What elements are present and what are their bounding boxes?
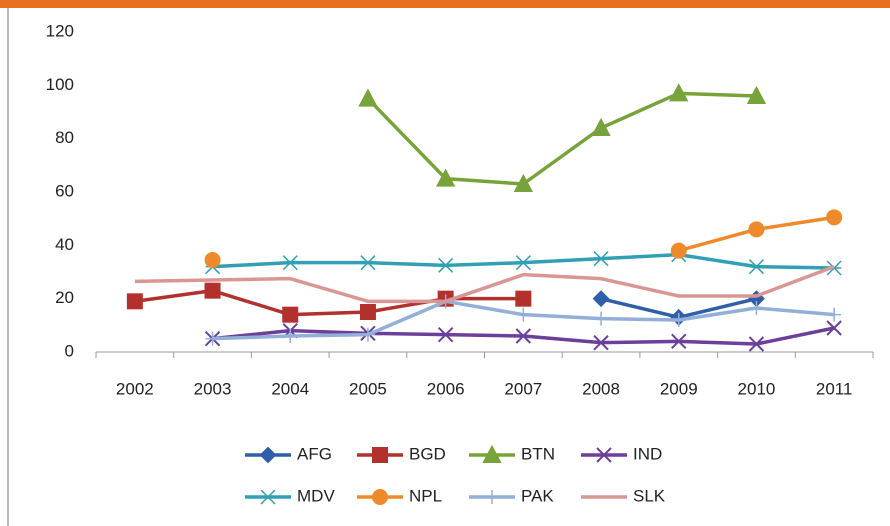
marker: [746, 85, 767, 104]
marker: [437, 326, 454, 343]
marker: [516, 307, 531, 322]
marker: [282, 255, 298, 271]
marker: [435, 168, 456, 187]
marker: [360, 255, 376, 271]
series-line: [134, 265, 835, 304]
top-bar: [0, 0, 890, 8]
legend-label: AFG: [297, 444, 332, 463]
marker: [482, 444, 502, 463]
y-tick-label: 40: [55, 235, 74, 254]
legend-label: MDV: [297, 486, 335, 505]
marker: [259, 446, 277, 464]
marker: [596, 447, 612, 463]
marker: [205, 331, 220, 346]
marker: [748, 336, 765, 352]
marker: [372, 489, 388, 505]
marker: [513, 173, 534, 192]
x-tick-label: 2010: [738, 379, 776, 398]
legend-label: PAK: [521, 486, 554, 505]
marker: [826, 320, 842, 336]
y-tick-label: 100: [46, 75, 74, 94]
y-tick-label: 80: [55, 128, 74, 147]
marker: [283, 329, 298, 343]
x-tick-label: 2006: [427, 379, 465, 398]
x-tick-label: 2009: [660, 379, 698, 398]
y-tick-label: 0: [65, 341, 74, 360]
marker: [515, 328, 532, 344]
y-tick-label: 60: [55, 181, 74, 200]
marker: [358, 88, 378, 107]
x-tick-label: 2003: [194, 379, 232, 398]
legend-label: BGD: [409, 444, 446, 463]
marker: [593, 251, 609, 267]
marker: [748, 221, 765, 238]
marker: [204, 282, 221, 299]
x-tick-label: 2008: [582, 379, 620, 398]
marker: [485, 490, 499, 504]
marker: [591, 117, 611, 136]
marker: [594, 311, 609, 326]
marker: [669, 83, 689, 102]
legend-label: BTN: [521, 444, 555, 463]
x-tick-label: 2005: [349, 379, 387, 398]
legend-label: IND: [633, 444, 662, 463]
marker: [671, 313, 686, 327]
marker: [372, 447, 388, 463]
x-tick-label: 2002: [116, 379, 154, 398]
marker: [593, 334, 609, 351]
x-tick-label: 2007: [504, 379, 542, 398]
x-tick-label: 2011: [816, 379, 853, 398]
marker: [260, 489, 276, 505]
series-line: [366, 91, 757, 186]
marker: [204, 252, 221, 268]
y-tick-label: 20: [55, 288, 74, 307]
marker: [282, 306, 299, 323]
marker: [827, 307, 842, 322]
marker: [749, 301, 764, 315]
marker: [671, 333, 687, 350]
y-tick-label: 120: [46, 21, 74, 40]
x-tick-label: 2004: [271, 379, 309, 398]
legend-label: NPL: [409, 486, 442, 505]
marker: [515, 290, 532, 307]
marker: [359, 304, 376, 320]
marker: [438, 257, 454, 273]
marker: [360, 327, 375, 342]
series-line: [212, 252, 835, 270]
marker: [592, 290, 610, 308]
legend-label: SLK: [633, 486, 666, 505]
marker: [126, 293, 143, 310]
marker: [515, 255, 531, 271]
marker: [748, 259, 764, 275]
marker: [670, 242, 687, 259]
marker: [826, 209, 843, 226]
